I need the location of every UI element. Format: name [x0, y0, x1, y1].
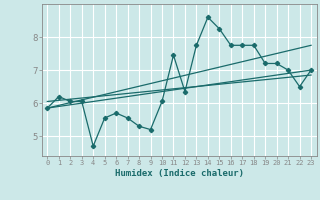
X-axis label: Humidex (Indice chaleur): Humidex (Indice chaleur) — [115, 169, 244, 178]
